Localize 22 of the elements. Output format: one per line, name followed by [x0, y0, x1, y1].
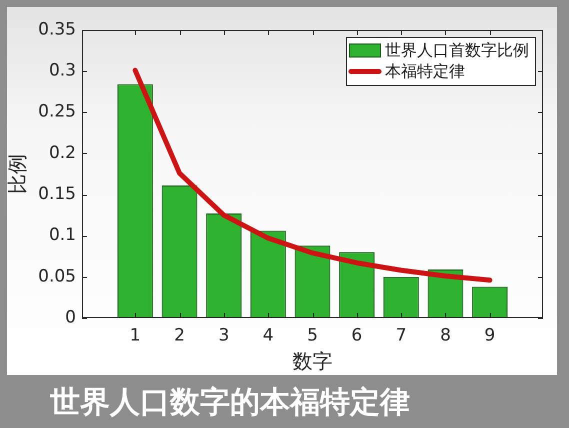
x-tick-label: 1 — [130, 326, 141, 346]
y-tick-label: 0 — [65, 307, 76, 328]
x-tick-label: 3 — [218, 326, 230, 346]
x-tick-label: 4 — [262, 326, 274, 346]
x-axis-title: 数字 — [292, 349, 332, 374]
legend-label: 世界人口首数字比例 — [385, 40, 529, 60]
x-tick-label: 2 — [174, 326, 185, 346]
text: 世界人口数字的本福特定律 — [50, 384, 410, 422]
legend-label: 本福特定律 — [385, 62, 465, 81]
x-tick-label: 5 — [307, 326, 318, 346]
y-tick-label: 0.25 — [38, 102, 76, 122]
x-tick-label: 7 — [396, 326, 407, 346]
x-tick-label: 6 — [351, 326, 362, 346]
y-axis-title: 比例 — [5, 154, 30, 194]
y-tick-label: 0.15 — [38, 184, 76, 204]
y-tick-label: 0.05 — [38, 266, 76, 286]
x-tick-label: 9 — [484, 326, 496, 346]
x-tick-label: 8 — [440, 326, 451, 346]
y-tick-label: 0.3 — [48, 60, 76, 81]
y-tick-label: 0.2 — [48, 142, 76, 163]
y-tick-label: 0.1 — [48, 225, 76, 246]
y-tick-label: 0.35 — [38, 19, 76, 40]
